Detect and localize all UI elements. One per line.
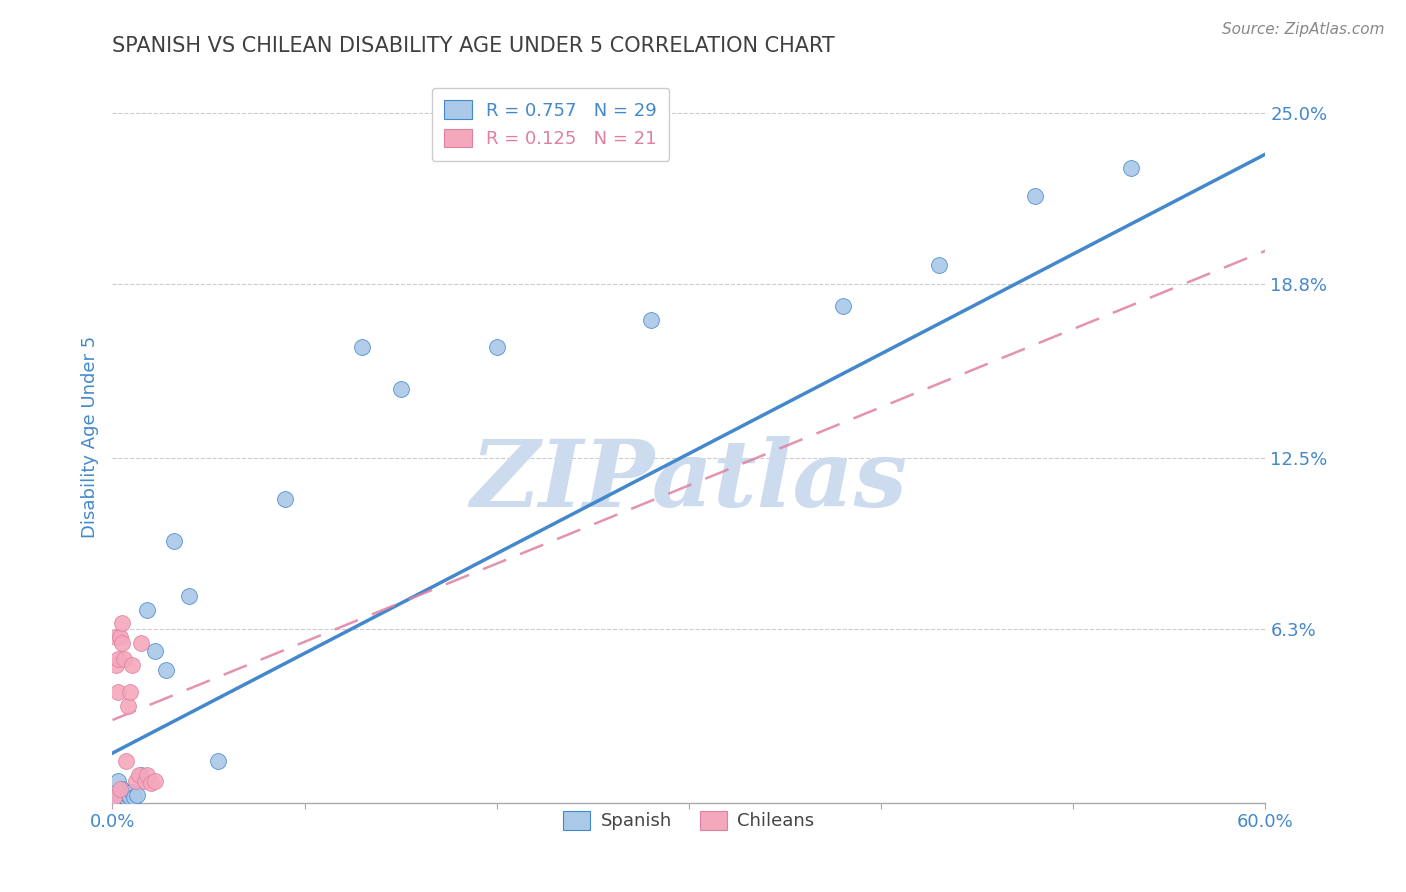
- Point: [139, 776, 162, 790]
- Text: Source: ZipAtlas.com: Source: ZipAtlas.com: [1222, 22, 1385, 37]
- Point: [111, 636, 134, 650]
- Point: [640, 312, 662, 326]
- Point: [107, 652, 129, 666]
- Point: [136, 768, 159, 782]
- Point: [352, 340, 374, 354]
- Point: [163, 533, 186, 548]
- Point: [108, 630, 131, 644]
- Point: [1024, 188, 1046, 202]
- Point: [107, 773, 129, 788]
- Point: [143, 773, 166, 788]
- Point: [129, 768, 153, 782]
- Point: [124, 773, 146, 788]
- Point: [143, 644, 166, 658]
- Point: [108, 782, 131, 797]
- Point: [179, 589, 201, 603]
- Text: ZIPatlas: ZIPatlas: [471, 436, 907, 526]
- Point: [128, 768, 150, 782]
- Point: [107, 788, 129, 802]
- Point: [155, 663, 177, 677]
- Y-axis label: Disability Age Under 5: Disability Age Under 5: [80, 336, 98, 538]
- Point: [122, 790, 145, 805]
- Point: [121, 657, 143, 672]
- Point: [127, 788, 149, 802]
- Point: [111, 782, 134, 797]
- Point: [107, 685, 129, 699]
- Point: [115, 790, 138, 805]
- Point: [129, 636, 153, 650]
- Text: SPANISH VS CHILEAN DISABILITY AGE UNDER 5 CORRELATION CHART: SPANISH VS CHILEAN DISABILITY AGE UNDER …: [112, 36, 835, 56]
- Point: [136, 602, 159, 616]
- Point: [105, 657, 128, 672]
- Point: [485, 340, 508, 354]
- Legend: Spanish, Chileans: Spanish, Chileans: [555, 804, 823, 838]
- Point: [118, 685, 141, 699]
- Point: [105, 630, 128, 644]
- Point: [117, 699, 139, 714]
- Point: [111, 616, 134, 631]
- Point: [112, 652, 135, 666]
- Point: [1119, 161, 1142, 175]
- Point: [134, 773, 156, 788]
- Point: [103, 793, 125, 807]
- Point: [103, 790, 125, 805]
- Point: [274, 492, 297, 507]
- Point: [928, 258, 950, 272]
- Point: [108, 788, 131, 802]
- Point: [105, 790, 128, 805]
- Point: [831, 299, 853, 313]
- Point: [121, 785, 143, 799]
- Point: [112, 785, 135, 799]
- Point: [207, 755, 229, 769]
- Point: [389, 382, 412, 396]
- Point: [115, 755, 138, 769]
- Point: [118, 790, 141, 805]
- Point: [117, 788, 139, 802]
